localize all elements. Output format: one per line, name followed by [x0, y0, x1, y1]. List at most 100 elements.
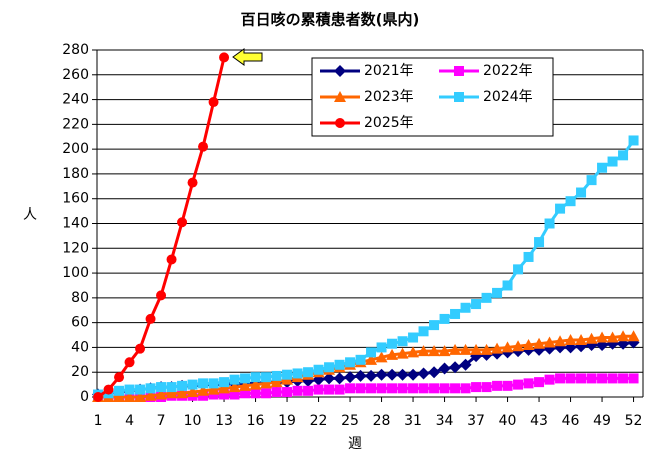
plot-area: 0204060801001201401601802002202402602801… [62, 42, 644, 429]
point [366, 383, 377, 394]
point [470, 343, 483, 355]
point [334, 359, 345, 370]
x-axis-label: 週 [348, 436, 362, 452]
point [586, 175, 597, 186]
point [145, 313, 156, 324]
point [397, 336, 408, 347]
point [197, 384, 210, 396]
point [250, 372, 261, 383]
point [450, 383, 461, 394]
point [198, 141, 209, 152]
point [533, 337, 546, 349]
point [429, 383, 440, 394]
y-tick-label: 200 [62, 141, 89, 157]
point [155, 388, 168, 400]
point [492, 287, 503, 298]
point [544, 374, 555, 385]
point [387, 383, 398, 394]
point [438, 345, 451, 357]
point [502, 380, 513, 391]
y-tick-label: 180 [62, 166, 89, 182]
point [354, 369, 367, 382]
point [555, 203, 566, 214]
y-tick-label: 160 [62, 191, 89, 207]
point [218, 382, 231, 394]
point [429, 320, 440, 331]
x-tick-label: 13 [215, 413, 233, 429]
point [260, 377, 273, 389]
y-axis-label: 人 [23, 207, 37, 223]
point [135, 384, 146, 395]
x-tick-label: 43 [530, 413, 548, 429]
point [176, 387, 189, 399]
point [408, 332, 419, 343]
point [449, 361, 462, 374]
point [103, 384, 114, 395]
point [113, 391, 126, 402]
point [428, 366, 441, 379]
point [249, 378, 262, 390]
point [365, 369, 378, 382]
point [428, 345, 441, 357]
point [239, 379, 252, 391]
point [355, 383, 366, 394]
point [564, 333, 577, 345]
point [240, 388, 251, 399]
y-tick-label: 40 [71, 339, 89, 355]
point [282, 387, 293, 398]
point [271, 387, 282, 398]
x-tick-label: 7 [157, 413, 166, 429]
point [313, 364, 324, 375]
point [407, 346, 420, 358]
legend-label: 2024年 [483, 89, 533, 105]
point [460, 302, 471, 313]
x-tick-label: 46 [562, 413, 580, 429]
x-tick-label: 1 [94, 413, 103, 429]
point [585, 332, 598, 344]
x-tick-label: 16 [247, 413, 265, 429]
point [502, 280, 513, 291]
point [219, 52, 230, 63]
point [334, 384, 345, 395]
point [597, 373, 608, 384]
point [491, 342, 504, 354]
point [177, 217, 188, 228]
point [628, 373, 639, 384]
point [439, 383, 450, 394]
point [156, 382, 167, 393]
point [407, 368, 420, 381]
point [187, 379, 198, 390]
y-tick-label: 20 [71, 364, 89, 380]
legend-label: 2022年 [483, 63, 533, 79]
y-tick-label: 100 [62, 265, 89, 281]
point [450, 308, 461, 319]
point [501, 341, 514, 353]
point [576, 187, 587, 198]
arrow-annotation [232, 48, 263, 66]
legend-marker [454, 92, 464, 102]
point [471, 299, 482, 310]
point [534, 237, 545, 248]
point [618, 150, 629, 161]
point [324, 384, 335, 395]
point [512, 340, 525, 352]
point [460, 383, 471, 394]
point [345, 383, 356, 394]
y-tick-label: 260 [62, 67, 89, 83]
point [186, 386, 199, 398]
point [93, 392, 104, 402]
x-tick-label: 37 [467, 413, 485, 429]
point [324, 362, 335, 373]
point [544, 218, 555, 229]
point [396, 347, 409, 359]
point [124, 384, 135, 395]
legend-label: 2021年 [364, 63, 414, 79]
legend-label: 2025年 [364, 115, 414, 131]
x-tick-label: 49 [593, 413, 611, 429]
point [387, 338, 398, 349]
point [523, 251, 534, 262]
point [198, 378, 209, 389]
point [439, 313, 450, 324]
point [333, 372, 346, 385]
point [344, 371, 357, 384]
